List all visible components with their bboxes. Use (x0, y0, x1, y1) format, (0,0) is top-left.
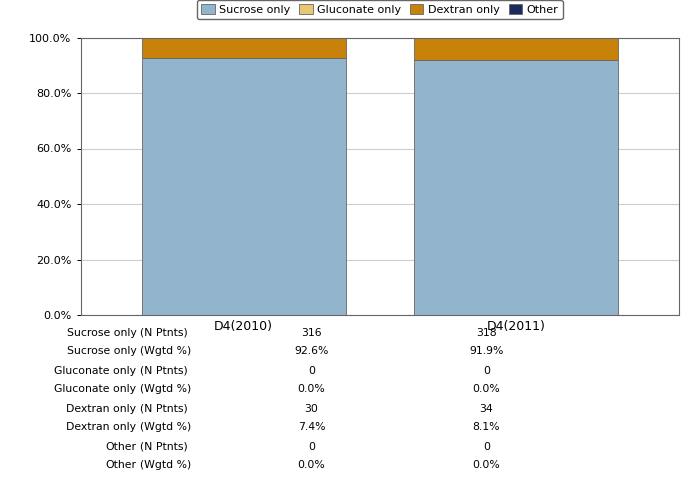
Text: (N Ptnts): (N Ptnts) (140, 366, 188, 376)
Text: 0: 0 (308, 442, 315, 452)
Text: 0: 0 (483, 442, 490, 452)
Text: 0.0%: 0.0% (298, 384, 326, 394)
Bar (141, 38, 346, 58)
Text: Dextran only: Dextran only (66, 404, 136, 413)
Text: Other: Other (106, 460, 136, 470)
Text: 0.0%: 0.0% (473, 384, 500, 394)
Text: (Wgtd %): (Wgtd %) (140, 422, 191, 432)
Text: 0: 0 (308, 366, 315, 376)
Text: (Wgtd %): (Wgtd %) (140, 346, 191, 356)
Text: 0.0%: 0.0% (473, 460, 500, 470)
Text: (N Ptnts): (N Ptnts) (140, 328, 188, 338)
Text: 318: 318 (476, 328, 497, 338)
Text: 34: 34 (480, 404, 494, 413)
Text: Other: Other (106, 442, 136, 452)
Bar (414, 60, 618, 315)
Text: Gluconate only: Gluconate only (55, 384, 136, 394)
Text: (N Ptnts): (N Ptnts) (140, 404, 188, 413)
Text: 0.0%: 0.0% (298, 460, 326, 470)
Text: (Wgtd %): (Wgtd %) (140, 384, 191, 394)
Text: (N Ptnts): (N Ptnts) (140, 442, 188, 452)
Text: Dextran only: Dextran only (66, 422, 136, 432)
Text: Sucrose only: Sucrose only (66, 328, 136, 338)
Text: Sucrose only: Sucrose only (66, 346, 136, 356)
Text: 316: 316 (301, 328, 322, 338)
Text: 7.4%: 7.4% (298, 422, 326, 432)
Text: 8.1%: 8.1% (473, 422, 500, 432)
Text: (Wgtd %): (Wgtd %) (140, 460, 191, 470)
Bar (414, 38, 618, 60)
Text: Gluconate only: Gluconate only (55, 366, 136, 376)
Legend: Sucrose only, Gluconate only, Dextran only, Other: Sucrose only, Gluconate only, Dextran on… (197, 0, 563, 20)
Text: 30: 30 (304, 404, 318, 413)
Text: 91.9%: 91.9% (469, 346, 504, 356)
Bar (141, 58, 346, 315)
Text: 0: 0 (483, 366, 490, 376)
Text: 92.6%: 92.6% (294, 346, 329, 356)
